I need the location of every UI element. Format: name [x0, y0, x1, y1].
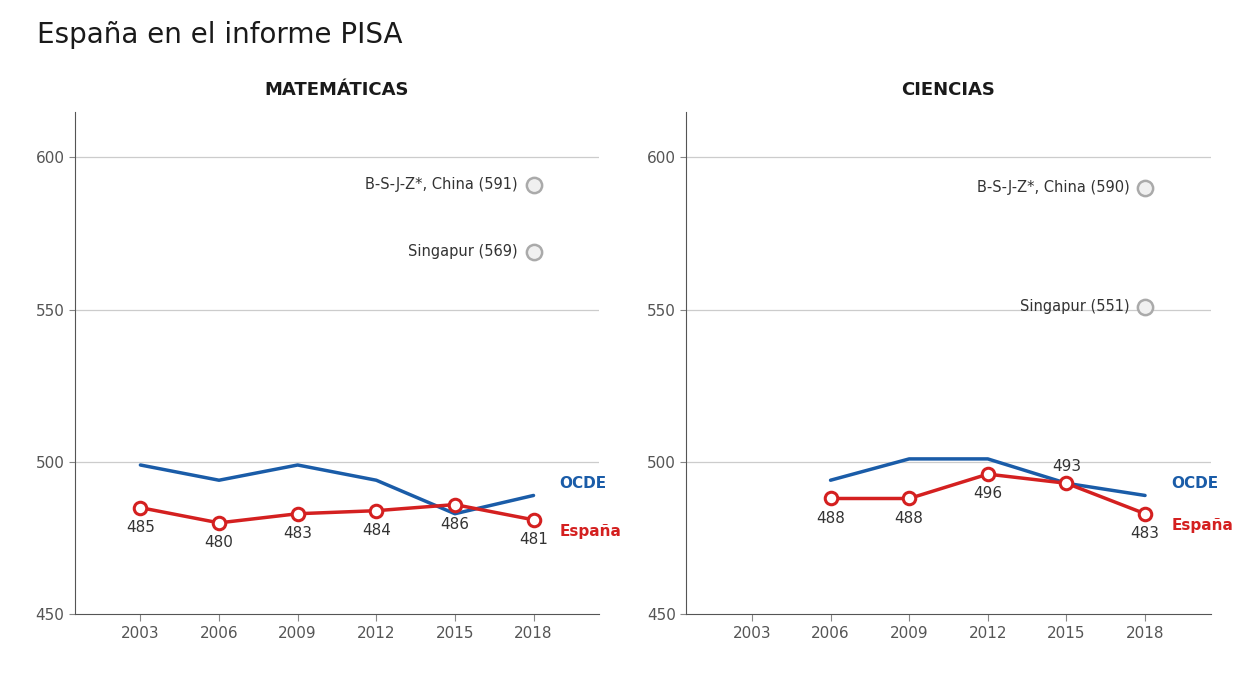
Title: CIENCIAS: CIENCIAS	[901, 81, 996, 99]
Text: Singapur (551): Singapur (551)	[1020, 299, 1129, 314]
Text: 484: 484	[362, 523, 391, 538]
Text: 488: 488	[895, 511, 924, 526]
Text: España: España	[1172, 519, 1233, 533]
Text: 483: 483	[1131, 526, 1159, 541]
Text: España: España	[559, 524, 622, 540]
Text: 486: 486	[441, 517, 469, 532]
Text: España en el informe PISA: España en el informe PISA	[37, 21, 403, 49]
Text: OCDE: OCDE	[1172, 476, 1218, 491]
Text: 488: 488	[816, 511, 845, 526]
Text: 480: 480	[205, 535, 233, 550]
Text: 483: 483	[283, 526, 312, 541]
Text: 485: 485	[126, 520, 155, 535]
Text: 496: 496	[973, 487, 1002, 501]
Text: Singapur (569): Singapur (569)	[408, 244, 518, 259]
Text: 481: 481	[519, 532, 548, 547]
Text: 493: 493	[1052, 459, 1081, 474]
Text: B-S-J-Z*, China (590): B-S-J-Z*, China (590)	[977, 180, 1129, 195]
Text: B-S-J-Z*, China (591): B-S-J-Z*, China (591)	[366, 177, 518, 192]
Title: MATEMÁTICAS: MATEMÁTICAS	[265, 81, 409, 99]
Text: OCDE: OCDE	[559, 476, 607, 491]
